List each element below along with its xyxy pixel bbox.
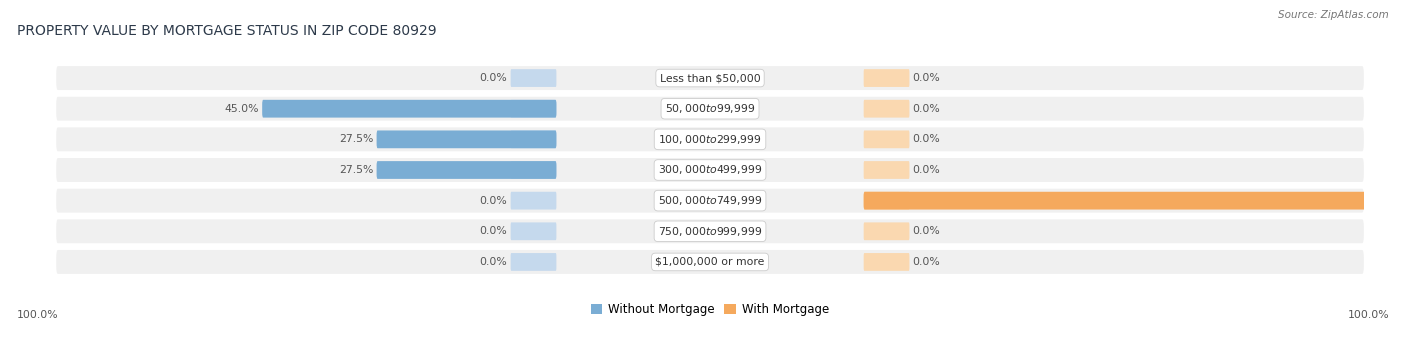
FancyBboxPatch shape [377, 131, 557, 148]
Text: Less than $50,000: Less than $50,000 [659, 73, 761, 83]
FancyBboxPatch shape [863, 192, 910, 209]
Text: PROPERTY VALUE BY MORTGAGE STATUS IN ZIP CODE 80929: PROPERTY VALUE BY MORTGAGE STATUS IN ZIP… [17, 24, 436, 38]
FancyBboxPatch shape [863, 222, 910, 240]
FancyBboxPatch shape [56, 250, 1364, 274]
FancyBboxPatch shape [863, 192, 1406, 209]
Text: 100.0%: 100.0% [17, 310, 59, 320]
Text: 27.5%: 27.5% [339, 134, 374, 144]
Text: 0.0%: 0.0% [912, 104, 941, 114]
Text: 0.0%: 0.0% [912, 134, 941, 144]
FancyBboxPatch shape [510, 222, 557, 240]
FancyBboxPatch shape [863, 100, 910, 118]
FancyBboxPatch shape [863, 161, 910, 179]
FancyBboxPatch shape [56, 158, 1364, 182]
Text: 45.0%: 45.0% [225, 104, 259, 114]
FancyBboxPatch shape [262, 100, 557, 118]
FancyBboxPatch shape [510, 131, 557, 148]
Text: $750,000 to $999,999: $750,000 to $999,999 [658, 225, 762, 238]
FancyBboxPatch shape [377, 161, 557, 179]
Text: 0.0%: 0.0% [912, 73, 941, 83]
Text: 100.0%: 100.0% [1347, 310, 1389, 320]
FancyBboxPatch shape [863, 69, 910, 87]
FancyBboxPatch shape [56, 189, 1364, 212]
FancyBboxPatch shape [56, 97, 1364, 121]
Text: 0.0%: 0.0% [912, 165, 941, 175]
FancyBboxPatch shape [863, 253, 910, 271]
FancyBboxPatch shape [863, 131, 910, 148]
FancyBboxPatch shape [56, 66, 1364, 90]
Text: 0.0%: 0.0% [912, 257, 941, 267]
Text: 0.0%: 0.0% [479, 257, 508, 267]
FancyBboxPatch shape [56, 219, 1364, 243]
FancyBboxPatch shape [510, 192, 557, 209]
Text: $1,000,000 or more: $1,000,000 or more [655, 257, 765, 267]
Text: Source: ZipAtlas.com: Source: ZipAtlas.com [1278, 10, 1389, 20]
FancyBboxPatch shape [510, 100, 557, 118]
Legend: Without Mortgage, With Mortgage: Without Mortgage, With Mortgage [586, 298, 834, 321]
Text: 0.0%: 0.0% [479, 73, 508, 83]
Text: $300,000 to $499,999: $300,000 to $499,999 [658, 164, 762, 176]
Text: 0.0%: 0.0% [479, 195, 508, 206]
FancyBboxPatch shape [510, 161, 557, 179]
Text: 27.5%: 27.5% [339, 165, 374, 175]
Text: $500,000 to $749,999: $500,000 to $749,999 [658, 194, 762, 207]
Text: $100,000 to $299,999: $100,000 to $299,999 [658, 133, 762, 146]
FancyBboxPatch shape [56, 128, 1364, 151]
FancyBboxPatch shape [510, 253, 557, 271]
Text: $50,000 to $99,999: $50,000 to $99,999 [665, 102, 755, 115]
Text: 0.0%: 0.0% [479, 226, 508, 236]
Text: 0.0%: 0.0% [912, 226, 941, 236]
FancyBboxPatch shape [510, 69, 557, 87]
